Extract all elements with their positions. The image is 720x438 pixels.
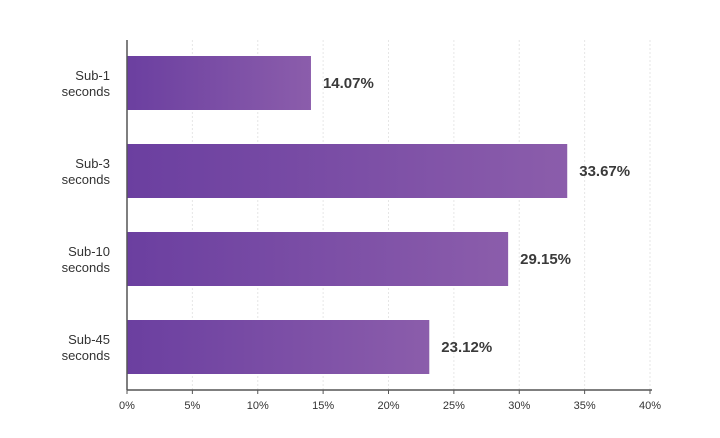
category-label-line: seconds [62, 84, 111, 99]
value-label: 29.15% [520, 251, 571, 268]
x-tick-label: 10% [247, 400, 269, 412]
category-label-line: seconds [62, 348, 111, 363]
x-tick-label: 35% [574, 400, 596, 412]
value-label: 14.07% [323, 75, 374, 92]
category-label: Sub-1 seconds [62, 68, 111, 99]
x-tick-label: 0% [119, 400, 135, 412]
category-label: Sub-3 seconds [62, 156, 111, 187]
x-tick-label: 40% [639, 400, 661, 412]
bar [127, 320, 430, 374]
category-label-line: seconds [62, 260, 111, 275]
category-label: Sub-45 seconds [62, 332, 111, 363]
category-label-line: Sub-10 [68, 244, 110, 259]
axes [126, 40, 652, 394]
x-tick-label: 20% [377, 400, 399, 412]
value-label: 33.67% [579, 163, 630, 180]
bar [127, 232, 509, 286]
labels: 0% 5% 10% 15% 20% 25% 30% 35% 40%14.07%Sub-1 seco… [62, 68, 662, 412]
x-tick-label: 15% [312, 400, 334, 412]
bar [127, 56, 311, 110]
x-tick-label: 25% [443, 400, 465, 412]
x-tick-label: 5% [184, 400, 200, 412]
category-label-line: Sub-3 [75, 156, 110, 171]
bar [127, 144, 568, 198]
category-label-line: Sub-45 [68, 332, 110, 347]
category-label-line: seconds [62, 172, 111, 187]
bars [127, 56, 568, 374]
category-label-line: Sub-1 [75, 68, 110, 83]
category-label: Sub-10 seconds [62, 244, 111, 275]
x-tick-label: 30% [508, 400, 530, 412]
value-label: 23.12% [441, 339, 492, 356]
